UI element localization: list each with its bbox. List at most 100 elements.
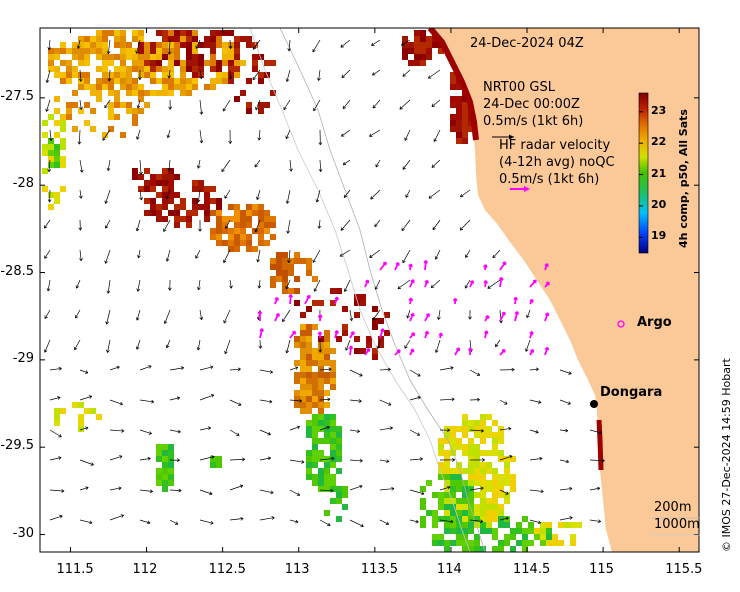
sst-pixel [324, 462, 330, 468]
current-vector [74, 339, 81, 351]
sst-pixel [510, 528, 516, 534]
sst-pixel [360, 348, 366, 354]
sst-pixel [234, 96, 240, 102]
sst-pixel [168, 30, 174, 36]
sst-pixel [456, 138, 462, 144]
sst-pixel [90, 90, 96, 96]
current-vector-head [47, 168, 51, 173]
sst-pixel [306, 270, 312, 276]
current-vector [79, 427, 89, 431]
sst-pixel [198, 180, 204, 186]
sst-pixel [108, 108, 114, 114]
current-vector [319, 398, 331, 401]
current-vector-head [256, 259, 260, 263]
current-vector-head [504, 401, 508, 405]
sst-pixel [72, 42, 78, 48]
sst-pixel [174, 174, 180, 180]
current-vector [559, 429, 569, 432]
sst-pixel [42, 144, 48, 150]
sst-pixel [144, 54, 150, 60]
sst-pixel [462, 444, 468, 450]
sst-pixel [240, 90, 246, 96]
sst-pixel [438, 438, 444, 444]
sst-pixel [324, 510, 330, 516]
current-vector [169, 367, 184, 371]
current-vector-head [167, 287, 172, 291]
current-vector [48, 159, 51, 172]
current-vector-head [44, 255, 48, 259]
sst-pixel [162, 468, 168, 474]
sst-pixel [510, 534, 516, 540]
sst-pixel [162, 462, 168, 468]
sst-pixel [516, 540, 522, 546]
sst-pixel [114, 54, 120, 60]
current-vector [252, 39, 261, 50]
sst-pixel [294, 300, 300, 306]
sst-pixel [300, 312, 306, 318]
sst-pixel [96, 96, 102, 102]
colorbar-tick-label: 22 [651, 135, 667, 149]
current-vector [139, 399, 155, 403]
current-vector-head [387, 367, 391, 372]
sst-pixel [480, 420, 486, 426]
hf-vector-head [544, 262, 549, 267]
sst-pixel [444, 504, 450, 510]
sst-pixel [144, 186, 150, 192]
current-vector-head [317, 77, 321, 81]
hf-vector-head [410, 348, 415, 353]
sst-pixel [324, 390, 330, 396]
current-vector-head [509, 455, 513, 459]
current-vector-head [106, 349, 110, 353]
sst-pixel [150, 42, 156, 48]
hf-vector-head [502, 261, 507, 266]
sst-pixel [96, 42, 102, 48]
sst-pixel [54, 54, 60, 60]
sst-pixel [288, 264, 294, 270]
sst-pixel [468, 486, 474, 492]
sst-pixel [186, 222, 192, 228]
current-vector [407, 309, 411, 319]
current-vector [405, 189, 411, 198]
hf-vector-head [529, 330, 534, 335]
current-vector-head [167, 167, 172, 172]
sst-pixel [330, 372, 336, 378]
sst-pixel [522, 546, 528, 552]
current-vector [259, 517, 275, 521]
current-vector-head [78, 227, 83, 231]
current-vector-head [135, 50, 139, 54]
sst-pixel [144, 168, 150, 174]
current-vector-head [452, 458, 455, 462]
sst-pixel [204, 204, 210, 210]
sst-pixel [102, 54, 108, 60]
sst-pixel [306, 348, 312, 354]
sst-pixel [252, 246, 258, 252]
sst-pixel [294, 336, 300, 342]
sst-pixel [318, 300, 324, 306]
current-vector [229, 279, 232, 289]
sst-pixel [450, 510, 456, 516]
sst-pixel [108, 54, 114, 60]
sst-pixel [78, 414, 84, 420]
current-vector-head [210, 521, 214, 525]
current-vector [252, 69, 261, 81]
current-vector-head [224, 350, 228, 355]
sst-pixel [372, 318, 378, 324]
current-vector [139, 489, 153, 492]
sst-pixel [300, 330, 306, 336]
sst-pixel [558, 522, 564, 528]
current-vector-head [267, 431, 271, 436]
current-vector-head [149, 489, 153, 494]
current-vector-head [176, 458, 180, 463]
sst-pixel [294, 378, 300, 384]
sst-pixel [276, 264, 282, 270]
current-vector [229, 368, 241, 371]
current-vector-head [75, 285, 80, 289]
sst-pixel [318, 372, 324, 378]
current-vector [282, 309, 291, 322]
current-vector [168, 69, 171, 79]
sst-pixel [210, 84, 216, 90]
sst-pixel [336, 498, 342, 504]
sst-pixel [108, 72, 114, 78]
current-vector [139, 365, 152, 371]
current-vector [49, 368, 62, 371]
